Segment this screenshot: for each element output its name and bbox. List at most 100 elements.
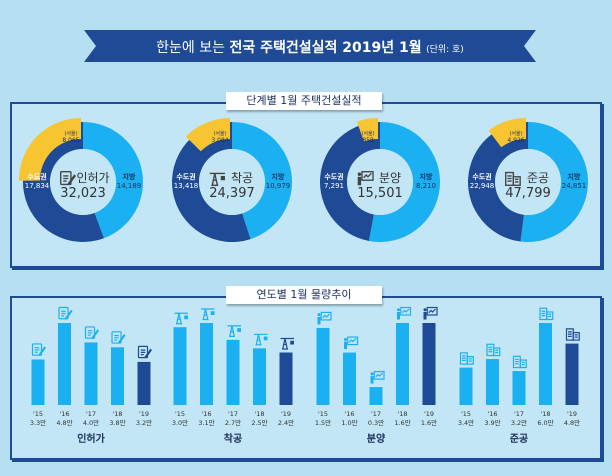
capital-value: 17,834 bbox=[25, 182, 50, 190]
permit-document-icon bbox=[31, 343, 46, 356]
bar bbox=[343, 352, 356, 405]
page-title: 한눈에 보는 전국 주택건설실적 2019년 1월 (단위: 호) bbox=[84, 37, 536, 57]
local-slice bbox=[368, 122, 440, 243]
seoul-value: 858 bbox=[362, 137, 374, 144]
low-building bbox=[493, 347, 501, 357]
crane-load bbox=[290, 340, 294, 345]
board-line bbox=[375, 372, 383, 378]
pen bbox=[65, 309, 73, 320]
seoul-slice-group bbox=[19, 118, 82, 181]
title-banner: 한눈에 보는 전국 주택건설실적 2019년 1월 (단위: 호) bbox=[84, 30, 536, 62]
building-icon bbox=[565, 328, 580, 341]
capital-slice bbox=[320, 122, 380, 241]
stage-name: 착공 bbox=[231, 171, 253, 185]
seoul-label: (서울) bbox=[509, 130, 522, 137]
value-label: 3.2만 bbox=[511, 418, 527, 427]
building-icon bbox=[539, 307, 554, 321]
doc-sheet bbox=[31, 343, 43, 356]
value-label: 3.3만 bbox=[30, 418, 46, 427]
building-icon bbox=[505, 171, 521, 186]
stage-name: 인허가 bbox=[76, 171, 109, 185]
pen bbox=[91, 329, 99, 339]
title-prefix: 한눈에 보는 bbox=[156, 40, 226, 56]
doc-lines bbox=[87, 330, 93, 336]
value-label: 3.4만 bbox=[458, 418, 474, 427]
pen bbox=[144, 348, 152, 359]
crane-frame bbox=[209, 172, 226, 186]
capital-slice bbox=[171, 122, 251, 242]
seoul-value: 3,084 bbox=[211, 137, 228, 144]
donut-hole bbox=[495, 149, 561, 215]
person-head bbox=[370, 372, 374, 376]
presentation-icon bbox=[397, 306, 412, 320]
board bbox=[347, 336, 359, 346]
value-label: 4.8만 bbox=[564, 418, 580, 427]
local-label: 지방 bbox=[272, 172, 285, 181]
permit-document-icon bbox=[111, 331, 126, 344]
bar bbox=[539, 323, 552, 405]
doc-sheet bbox=[84, 326, 96, 339]
doc-lines bbox=[34, 347, 40, 353]
year-label: '17 bbox=[514, 410, 524, 418]
doc-lines bbox=[114, 334, 119, 341]
person-head bbox=[344, 337, 347, 341]
person-body bbox=[370, 376, 374, 384]
board-line bbox=[322, 313, 330, 319]
person-body bbox=[397, 312, 400, 320]
crane-load bbox=[263, 336, 268, 341]
local-slice bbox=[520, 122, 589, 243]
bar bbox=[31, 359, 45, 405]
presentation-icon bbox=[370, 370, 385, 384]
bar bbox=[459, 367, 473, 405]
value-label: 1.6만 bbox=[394, 418, 410, 427]
seoul-value: 4,926 bbox=[507, 137, 524, 144]
presentation-icon bbox=[344, 336, 359, 350]
crane-load bbox=[220, 175, 225, 181]
year-label: '17 bbox=[228, 410, 238, 418]
seoul-slice-group bbox=[356, 118, 378, 142]
value-label: 4.8만 bbox=[56, 418, 72, 427]
crane-icon bbox=[254, 333, 268, 346]
bar bbox=[486, 359, 499, 405]
windows bbox=[541, 310, 552, 318]
bar bbox=[58, 323, 71, 405]
board bbox=[373, 370, 385, 380]
year-label: '18 bbox=[397, 410, 407, 418]
value-label: 4.0만 bbox=[83, 418, 99, 427]
local-value: 10,979 bbox=[266, 182, 291, 190]
year-label: '15 bbox=[33, 410, 43, 418]
low-building bbox=[512, 176, 521, 186]
crane-frame bbox=[174, 312, 188, 325]
donut-hole bbox=[347, 149, 413, 215]
crane-load bbox=[184, 315, 188, 320]
bar bbox=[512, 371, 526, 405]
year-label: '18 bbox=[540, 410, 550, 418]
permit-document-icon bbox=[137, 345, 152, 359]
board-line bbox=[363, 172, 372, 179]
windows bbox=[515, 358, 525, 366]
crane-icon bbox=[201, 308, 215, 321]
capital-label: 수도권 bbox=[176, 172, 195, 181]
value-label: 3.2만 bbox=[136, 418, 152, 427]
donut-hole bbox=[199, 149, 265, 215]
crane-load bbox=[210, 311, 215, 315]
bar bbox=[369, 387, 383, 405]
presentation-icon bbox=[317, 311, 332, 325]
presentation-icon bbox=[423, 306, 438, 320]
bar-panel-title: 연도별 1월 물량추이 bbox=[226, 286, 382, 304]
bar bbox=[253, 348, 266, 405]
doc-sheet bbox=[137, 345, 149, 359]
crane-frame bbox=[280, 337, 294, 350]
year-label: '17 bbox=[371, 410, 381, 418]
value-label: 3.0만 bbox=[172, 418, 188, 427]
crane-frame bbox=[227, 325, 241, 337]
value-label: 2.4만 bbox=[278, 418, 294, 427]
low-building bbox=[572, 331, 580, 341]
seoul-value: 8,065 bbox=[62, 137, 79, 144]
person-body bbox=[317, 316, 321, 325]
